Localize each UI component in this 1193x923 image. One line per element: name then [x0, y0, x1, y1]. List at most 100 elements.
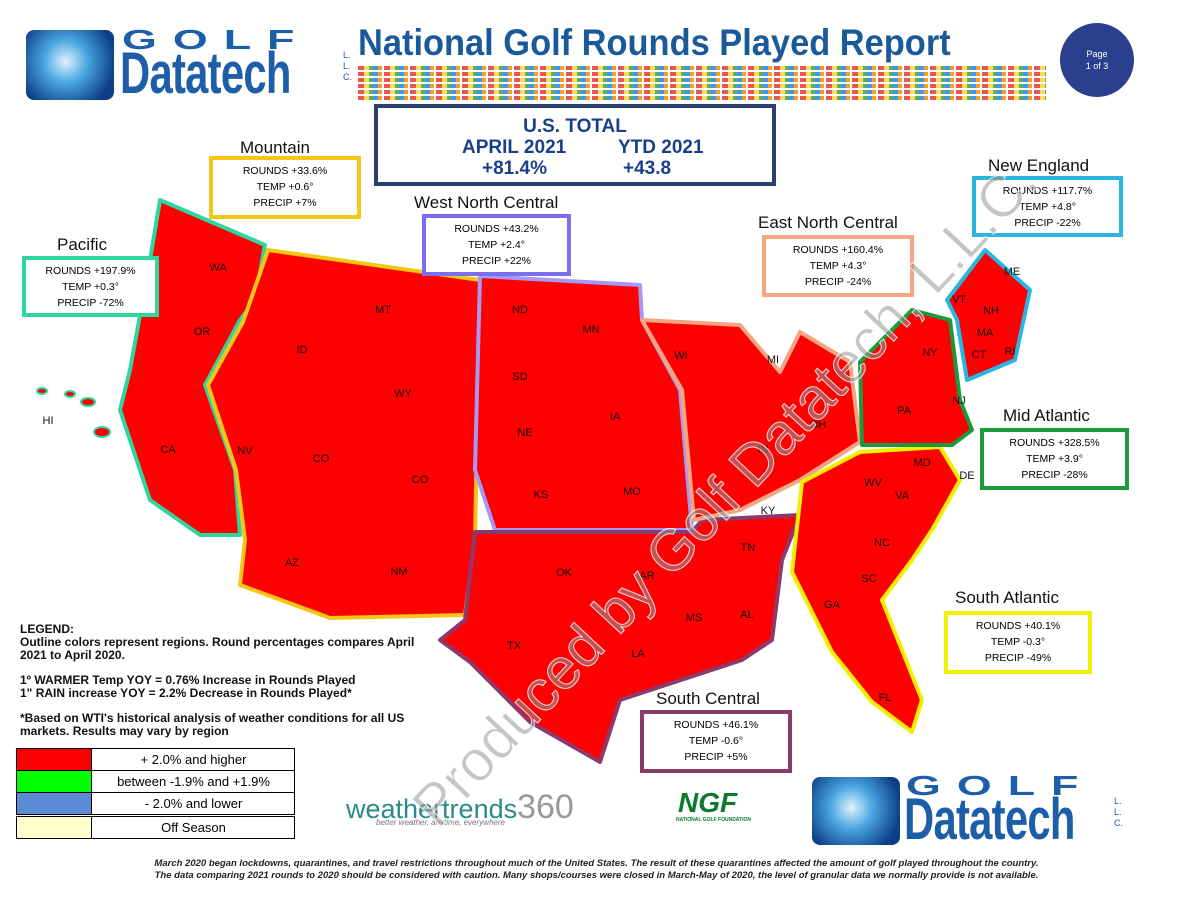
state-label: OK	[556, 567, 573, 579]
state-label: OR	[194, 326, 211, 338]
state-label: IA	[610, 411, 621, 423]
weathertrends-tagline: better weather, anytime, everywhere	[376, 818, 505, 827]
april-value: +81.4%	[482, 158, 547, 179]
state-label: NY	[922, 347, 938, 359]
legend-label: - 2.0% and lower	[144, 796, 243, 811]
footer-line: March 2020 began lockdowns, quarantines,…	[154, 858, 1039, 869]
state-label: TX	[507, 640, 522, 652]
logo-globe	[26, 30, 114, 100]
region-rounds: ROUNDS +46.1%	[673, 719, 759, 731]
state-label: AR	[639, 570, 654, 582]
state-label: CA	[160, 444, 176, 456]
logo-suffix: L.L.C.	[1114, 796, 1123, 828]
region-temp: TEMP +0.6°	[256, 181, 314, 193]
logo-top: GOLF	[906, 770, 1095, 801]
logo-top: GOLF	[122, 24, 311, 55]
state-label: WV	[864, 477, 882, 489]
ngf-logo: NGF	[678, 787, 738, 818]
state-label: KS	[534, 489, 549, 501]
region-box: ROUNDS +40.1% TEMP -0.3° PRECIP -49%	[944, 611, 1092, 674]
state-label: CO	[412, 474, 429, 486]
legend-text: LEGEND: Outline colors represent regions…	[20, 623, 425, 738]
state-label: NH	[983, 305, 999, 317]
ytd-label: YTD 2021	[618, 137, 704, 158]
page-number: 1 of 3	[1085, 61, 1109, 71]
region-mid-atlantic	[858, 308, 974, 447]
state-label: ND	[512, 304, 528, 316]
region-precip: PRECIP -22%	[1014, 217, 1081, 229]
state-label: MO	[623, 486, 641, 498]
page-badge: Page 1 of 3	[1060, 23, 1134, 97]
region-temp: TEMP +2.4°	[468, 239, 525, 251]
state-label: FL	[879, 692, 892, 704]
region-box: ROUNDS +33.6% TEMP +0.6° PRECIP +7%	[209, 156, 361, 219]
region-box: ROUNDS +43.2% TEMP +2.4° PRECIP +22%	[422, 214, 571, 276]
legend-row: Off Season	[16, 816, 295, 839]
state-label: ID	[297, 344, 308, 356]
weathertrends-logo: weathertrends360	[346, 788, 574, 827]
state-label: KY	[761, 505, 776, 517]
state-label: MD	[913, 457, 930, 469]
state-label: NV	[237, 445, 253, 457]
region-precip: PRECIP -72%	[57, 297, 124, 309]
legend-title: LEGEND:	[20, 622, 74, 636]
weathertrends-name: weathertrends	[346, 794, 518, 824]
state-label: IN	[758, 444, 769, 456]
legend-note: Outline colors represent regions. Round …	[20, 635, 415, 662]
state-label: TN	[741, 542, 756, 554]
region-west-north-central	[473, 274, 694, 532]
state-label: GA	[824, 599, 841, 611]
legend-label: Off Season	[161, 820, 226, 835]
legend-label: between -1.9% and +1.9%	[117, 774, 270, 789]
us-total-row: APRIL 2021 YTD 2021	[378, 137, 772, 158]
region-rounds: ROUNDS +328.5%	[1009, 437, 1100, 449]
region-temp: TEMP -0.3°	[990, 636, 1046, 648]
legend-note: *Based on WTI's historical analysis of w…	[20, 711, 405, 738]
region-rounds: ROUNDS +117.7%	[1002, 185, 1093, 197]
ytd-value: +43.8	[623, 158, 672, 179]
region-name: South Atlantic	[955, 588, 1059, 607]
region-rounds: ROUNDS +160.4%	[792, 244, 884, 256]
page-label: Page	[1086, 49, 1108, 59]
state-label: OH	[810, 419, 827, 431]
region-precip: PRECIP +5%	[684, 751, 748, 763]
region-new-england	[945, 248, 1032, 382]
footer: March 2020 began lockdowns, quarantines,…	[0, 858, 1193, 882]
logo-name: Datatech	[120, 41, 291, 106]
title: National Golf Rounds Played Report	[358, 22, 951, 63]
region-south-atlantic	[790, 445, 962, 734]
region-name: South Central	[656, 689, 760, 708]
legend-row: - 2.0% and lower	[16, 792, 295, 815]
state-label: AZ	[285, 557, 299, 569]
region-name: East North Central	[758, 213, 898, 232]
region-name: Mountain	[240, 138, 310, 157]
region-temp: TEMP +3.9°	[1026, 453, 1083, 465]
state-label: MA	[977, 327, 994, 339]
region-name: West North Central	[414, 193, 559, 212]
region-precip: PRECIP -28%	[1021, 469, 1088, 481]
ngf-full: NATIONAL GOLF FOUNDATION	[676, 817, 751, 823]
state-label: ME	[1004, 266, 1021, 278]
state-label: DE	[959, 470, 974, 482]
region-temp: TEMP +0.3°	[62, 281, 119, 293]
region-temp: TEMP +4.3°	[809, 260, 867, 272]
state-label: LA	[631, 648, 645, 660]
region-box: ROUNDS +197.9% TEMP +0.3° PRECIP -72%	[22, 256, 159, 317]
legend-row: between -1.9% and +1.9%	[16, 770, 295, 793]
region-temp: TEMP +4.8°	[1019, 201, 1076, 213]
state-label: AL	[740, 609, 753, 621]
region-precip: PRECIP +22%	[462, 255, 531, 267]
state-label: MT	[375, 304, 391, 316]
state-label: VT	[952, 294, 966, 306]
region-south-central	[438, 513, 802, 764]
state-label: NJ	[952, 395, 965, 407]
us-total-title: U.S. TOTAL	[523, 116, 627, 137]
weathertrends-num: 360	[517, 788, 574, 826]
state-label: PA	[897, 405, 912, 417]
region-name: New England	[988, 156, 1090, 175]
region-name: Mid Atlantic	[1003, 406, 1090, 425]
region-precip: PRECIP +7%	[253, 197, 317, 209]
state-labels: WA OR CA HI ID NV MT WY CO AZ NM CO ND SD NE KS MN IA MO WI…	[43, 262, 1021, 704]
footer-line: The data comparing 2021 rounds to 2020 s…	[154, 870, 1039, 881]
state-label: NM	[390, 566, 407, 578]
